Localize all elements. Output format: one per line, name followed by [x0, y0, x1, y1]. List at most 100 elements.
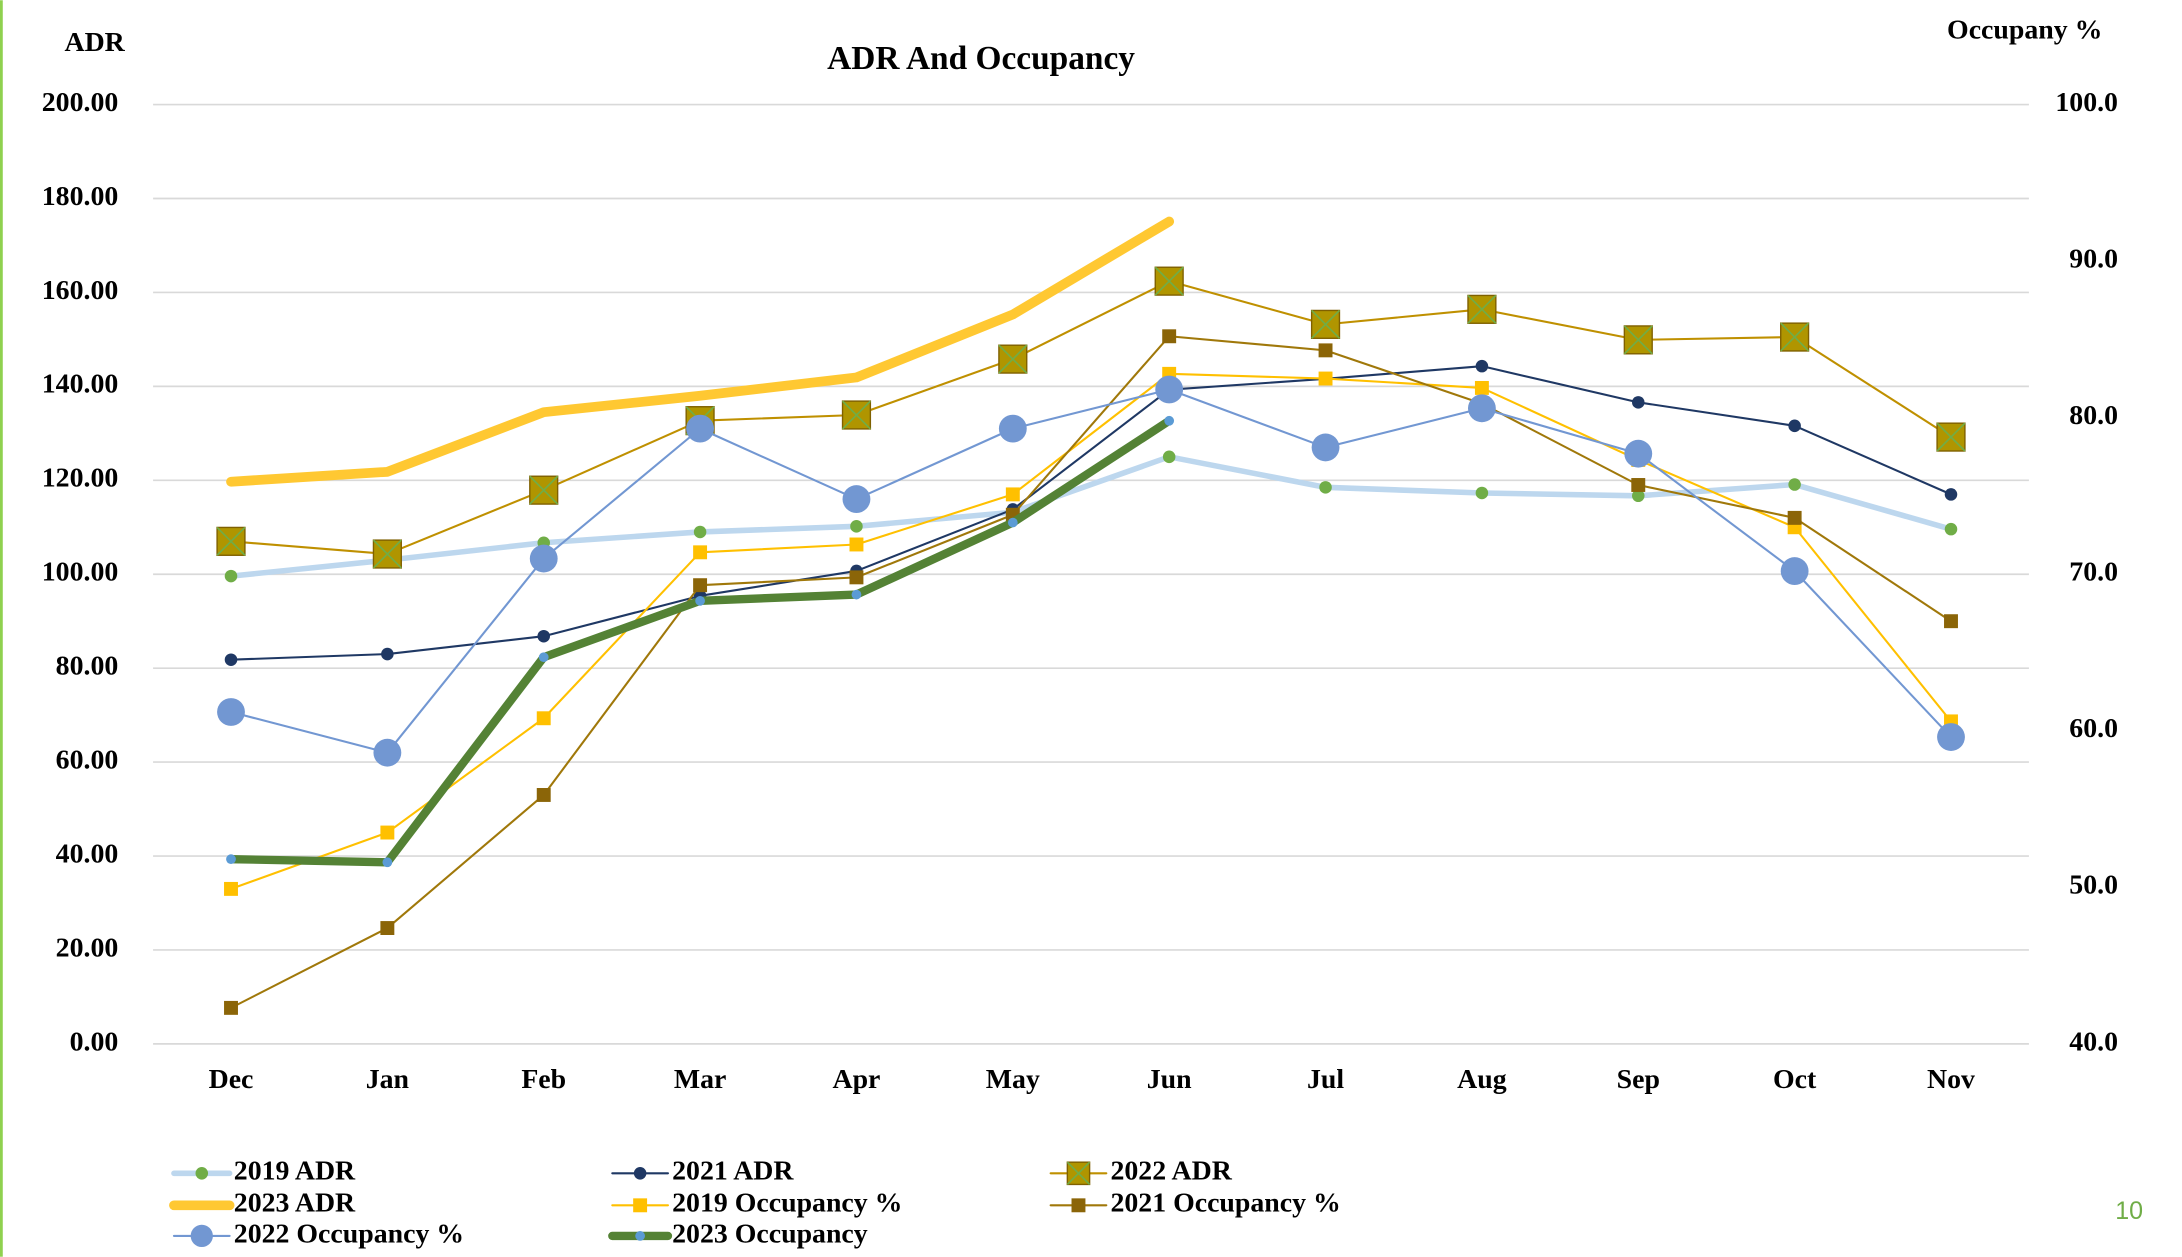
legend-marker: [190, 1224, 213, 1248]
x-tick-label: Dec: [209, 1064, 254, 1095]
legend-marker: [195, 1167, 209, 1180]
legend-label: 2022 ADR: [1110, 1156, 1232, 1187]
y2-tick-label: 70.0: [2069, 557, 2118, 588]
x-tick-label: Jul: [1307, 1064, 1344, 1095]
y-tick-label: 40.00: [56, 838, 119, 869]
marker-cross: [1311, 309, 1341, 339]
data-point: [686, 414, 715, 443]
data-point: [1944, 522, 1958, 536]
data-point: [1944, 488, 1958, 501]
data-point: [224, 881, 238, 896]
data-point: [1780, 557, 1809, 586]
legend-label: 2023 ADR: [234, 1188, 356, 1219]
marker-cross: [1467, 294, 1497, 324]
data-point: [1474, 380, 1489, 395]
data-point: [224, 653, 238, 666]
series-line: [229, 280, 1953, 556]
marker-cross: [1066, 1161, 1091, 1186]
chart-title: ADR And Occupancy: [827, 40, 1135, 77]
data-point: [380, 825, 395, 840]
data-point: [1318, 371, 1333, 386]
data-point: [1624, 439, 1653, 468]
marker-cross: [529, 475, 559, 505]
data-point: [538, 652, 549, 663]
data-point: [693, 578, 708, 593]
y-tick-label: 80.00: [56, 651, 119, 682]
legend-marker: [633, 1167, 647, 1180]
data-point: [537, 629, 550, 643]
data-point: [850, 520, 863, 533]
data-point: [1475, 359, 1489, 373]
data-point: [693, 525, 707, 539]
marker-cross: [1154, 266, 1184, 296]
data-point: [373, 738, 402, 767]
data-point: [381, 647, 394, 661]
marker-cross: [216, 526, 246, 556]
y2-tick-label: 40.0: [2069, 1026, 2118, 1057]
data-point: [226, 854, 236, 865]
marker-cross: [372, 539, 402, 569]
data-point: [224, 1000, 238, 1015]
legend-label: 2021 Occupancy %: [1110, 1188, 1340, 1219]
marker-cross: [1623, 325, 1653, 355]
data-point: [849, 570, 864, 585]
y2-tick-label: 60.0: [2069, 713, 2118, 744]
x-tick-label: May: [986, 1064, 1040, 1095]
data-point: [1632, 396, 1645, 409]
data-point: [1937, 723, 1965, 751]
data-point: [1005, 487, 1020, 502]
x-tick-label: Jun: [1147, 1064, 1192, 1095]
marker-cross: [841, 400, 871, 430]
data-point: [1164, 415, 1175, 426]
series-line: [226, 216, 1175, 487]
y-tick-label: 20.00: [56, 932, 119, 963]
data-point: [842, 485, 871, 513]
x-tick-label: Aug: [1457, 1064, 1507, 1095]
series-line: [229, 335, 1953, 1009]
y-tick-label: 60.00: [56, 744, 119, 775]
data-point: [1631, 478, 1646, 492]
legend-label: 2022 Occupancy %: [234, 1218, 464, 1249]
data-point: [1788, 419, 1801, 433]
y-tick-label: 120.00: [42, 463, 119, 494]
x-tick-label: Feb: [521, 1064, 566, 1095]
data-point: [224, 569, 238, 583]
marker-cross: [1936, 422, 1966, 452]
y-tick-label: 180.00: [42, 181, 119, 212]
data-point: [851, 589, 862, 600]
y2-axis-title: Occupany %: [1947, 15, 2102, 46]
page-number: 10: [2115, 1197, 2143, 1225]
data-point: [529, 544, 558, 573]
y-tick-label: 100.00: [42, 557, 119, 588]
x-tick-label: Sep: [1617, 1064, 1660, 1095]
data-point: [1007, 517, 1018, 528]
legend-label: 2023 Occupancy: [672, 1218, 868, 1249]
x-tick-label: Jan: [366, 1064, 410, 1095]
data-point: [1318, 343, 1333, 358]
data-point: [1311, 433, 1340, 462]
series-line: [228, 454, 1954, 579]
data-point: [380, 921, 395, 935]
marker-cross: [998, 344, 1028, 374]
legend-marker: [633, 1198, 648, 1213]
data-point: [536, 711, 551, 726]
data-point: [382, 857, 393, 868]
y-tick-label: 0.00: [70, 1026, 119, 1057]
data-point: [1162, 450, 1176, 464]
y-tick-label: 200.00: [42, 87, 119, 118]
data-point: [1475, 486, 1489, 500]
y-tick-label: 140.00: [42, 369, 119, 400]
legend-label: 2019 Occupancy %: [672, 1188, 902, 1219]
data-point: [1788, 478, 1801, 491]
y2-tick-label: 80.0: [2069, 400, 2118, 431]
y-axis-title: ADR: [64, 27, 125, 58]
series-line: [229, 388, 1953, 754]
legend-label: 2021 ADR: [672, 1156, 794, 1187]
data-point: [1467, 394, 1496, 423]
x-tick-label: Apr: [832, 1064, 880, 1095]
x-tick-label: Oct: [1773, 1064, 1817, 1095]
y2-tick-label: 100.0: [2055, 87, 2118, 118]
data-point: [1944, 614, 1958, 629]
